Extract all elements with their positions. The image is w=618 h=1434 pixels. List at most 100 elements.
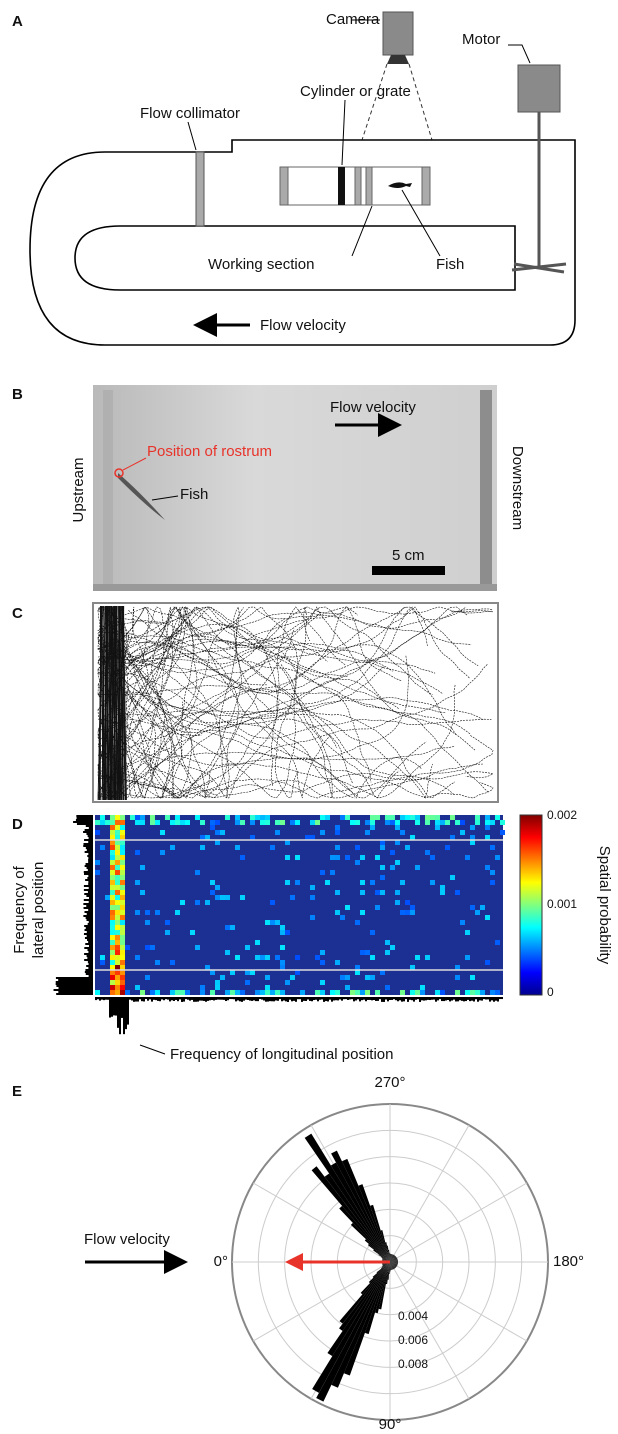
panel-label: E bbox=[12, 1083, 22, 1100]
hist-bar bbox=[317, 997, 319, 1002]
heat-cell bbox=[120, 855, 125, 860]
hist-bar bbox=[479, 997, 481, 1001]
heat-cell bbox=[465, 930, 470, 935]
trajectory bbox=[118, 606, 346, 799]
heat-cell bbox=[320, 990, 325, 995]
heat-cell bbox=[335, 855, 340, 860]
trajectory bbox=[128, 606, 494, 664]
rose-wedge bbox=[390, 1262, 395, 1269]
grate bbox=[480, 390, 492, 588]
rose-wedge bbox=[376, 1262, 390, 1274]
hist-bar bbox=[313, 997, 315, 1001]
heat-cell bbox=[120, 955, 125, 960]
rose-wedge bbox=[339, 1262, 390, 1331]
heat-cell bbox=[295, 880, 300, 885]
hist-bar bbox=[255, 997, 257, 1002]
heat-cell bbox=[345, 855, 350, 860]
heat-cell bbox=[265, 815, 270, 820]
trajectory bbox=[97, 644, 457, 736]
hist-bar bbox=[87, 961, 93, 963]
hist-bar bbox=[86, 935, 93, 937]
heat-cell bbox=[110, 815, 115, 820]
heat-cell bbox=[245, 980, 250, 985]
heat-cell bbox=[425, 955, 430, 960]
hist-bar bbox=[245, 997, 247, 1000]
heat-cell bbox=[95, 990, 100, 995]
heat-cell bbox=[210, 890, 215, 895]
rose-wedge bbox=[390, 1257, 397, 1262]
rose-wedge bbox=[390, 1262, 392, 1271]
heat-cell bbox=[455, 990, 460, 995]
hist-bar bbox=[323, 997, 325, 1002]
hist-bar bbox=[271, 997, 273, 1002]
heat-cell bbox=[350, 990, 355, 995]
trajectory bbox=[97, 688, 484, 758]
heat-cell bbox=[120, 835, 125, 840]
heat-cell bbox=[280, 930, 285, 935]
rose-wedge bbox=[385, 1262, 390, 1285]
hist-bar bbox=[461, 997, 463, 1001]
hist-bar bbox=[475, 997, 477, 1000]
heat-cell bbox=[345, 905, 350, 910]
rose-wedge bbox=[380, 1230, 390, 1262]
heat-cell bbox=[170, 960, 175, 965]
heat-cell bbox=[265, 975, 270, 980]
heat-cell bbox=[335, 960, 340, 965]
heat-cell bbox=[115, 875, 120, 880]
hist-bar bbox=[88, 945, 93, 947]
heat-cell bbox=[205, 835, 210, 840]
heat-cell bbox=[495, 855, 500, 860]
colorbar bbox=[519, 814, 543, 996]
hist-bar bbox=[265, 997, 267, 1002]
rose-wedge bbox=[390, 1254, 392, 1262]
hist-bar bbox=[83, 933, 93, 935]
trajectory bbox=[121, 639, 433, 799]
heat-cell bbox=[395, 820, 400, 825]
heat-cell bbox=[215, 830, 220, 835]
hist-bar bbox=[86, 833, 93, 835]
hist-bar bbox=[88, 921, 93, 923]
heat-cell bbox=[120, 830, 125, 835]
hist-bar bbox=[88, 941, 93, 943]
trajectory bbox=[97, 605, 103, 801]
heat-cell bbox=[215, 985, 220, 990]
hist-bar bbox=[85, 973, 93, 975]
hist-bar bbox=[97, 997, 99, 1000]
heat-cell bbox=[110, 950, 115, 955]
heat-cell bbox=[160, 850, 165, 855]
colorbar-label: Spatial probability bbox=[596, 846, 613, 965]
heat-cell bbox=[320, 830, 325, 835]
heat-cell bbox=[120, 825, 125, 830]
rostrum-label: Position of rostrum bbox=[147, 443, 272, 460]
heat-cell bbox=[245, 945, 250, 950]
collimator-grid bbox=[103, 390, 113, 588]
heat-cell bbox=[285, 930, 290, 935]
trajectory bbox=[129, 606, 310, 799]
hist-bar bbox=[133, 997, 135, 1002]
heat-cell bbox=[345, 975, 350, 980]
hist-bar bbox=[84, 839, 93, 841]
trajectory bbox=[121, 735, 427, 799]
hist-bar bbox=[369, 997, 371, 1000]
heat-cell bbox=[265, 920, 270, 925]
rose-wedge bbox=[378, 1262, 390, 1310]
heat-cell bbox=[115, 925, 120, 930]
heat-cell bbox=[315, 820, 320, 825]
heat-cell bbox=[470, 835, 475, 840]
heat-cell bbox=[110, 870, 115, 875]
hist-bar bbox=[299, 997, 301, 1000]
hist-bar bbox=[88, 963, 93, 965]
trajectory bbox=[97, 606, 400, 710]
heat-cell bbox=[380, 890, 385, 895]
fish-label: Fish bbox=[180, 486, 208, 503]
heat-cell bbox=[100, 845, 105, 850]
rose-wedge bbox=[388, 1249, 390, 1262]
heat-cell bbox=[385, 820, 390, 825]
heat-cell bbox=[115, 895, 120, 900]
hist-bar bbox=[88, 859, 93, 861]
hist-bar bbox=[295, 997, 297, 1002]
camera-lens bbox=[387, 55, 409, 64]
heat-cell bbox=[410, 905, 415, 910]
trajectory bbox=[114, 606, 400, 799]
hist-bar bbox=[83, 899, 93, 901]
